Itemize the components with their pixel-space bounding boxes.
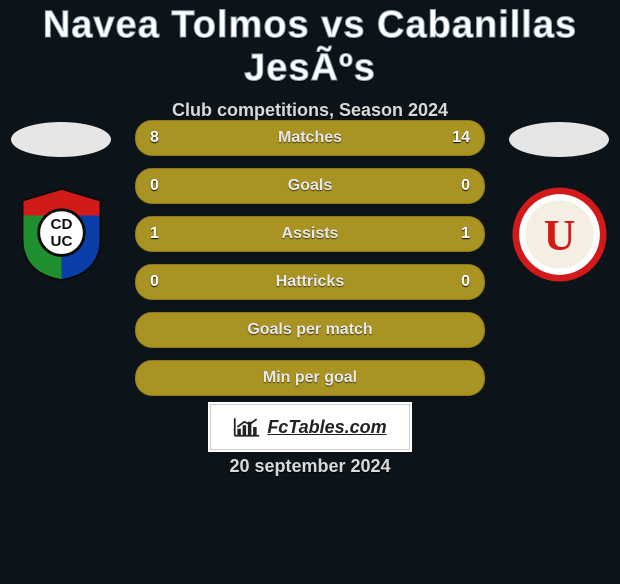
stat-left-value: 8 — [150, 121, 159, 155]
stat-bar-min-per-goal: Min per goal — [135, 360, 485, 396]
stat-bar-goals-per-match: Goals per match — [135, 312, 485, 348]
right-player-silhouette — [509, 122, 609, 157]
right-team-badge: U — [512, 187, 607, 282]
branding-text: FcTables.com — [267, 417, 386, 438]
stat-label: Goals per match — [247, 321, 372, 339]
left-player-column: CD UC — [1, 114, 121, 396]
shield-text-bottom: UC — [50, 233, 72, 250]
stat-right-value: 0 — [461, 265, 470, 299]
branding-link[interactable]: FcTables.com — [208, 402, 412, 452]
stat-bar-matches: 8 Matches 14 — [135, 120, 485, 156]
stat-left-value: 0 — [150, 265, 159, 299]
badge-letter: U — [543, 212, 575, 260]
left-team-badge: CD UC — [14, 187, 109, 282]
comparison-area: CD UC 8 Matches 14 0 Goals 0 1 Assists 1… — [0, 114, 620, 396]
stat-bar-goals: 0 Goals 0 — [135, 168, 485, 204]
stat-right-value: 0 — [461, 169, 470, 203]
stat-bar-hattricks: 0 Hattricks 0 — [135, 264, 485, 300]
date-label: 20 september 2024 — [0, 456, 620, 477]
shield-text-top: CD — [50, 216, 72, 233]
right-player-column: U — [499, 114, 619, 396]
stat-bar-assists: 1 Assists 1 — [135, 216, 485, 252]
stat-label: Hattricks — [276, 273, 344, 291]
stat-label: Min per goal — [263, 369, 357, 387]
stat-label: Matches — [278, 129, 342, 147]
stat-left-value: 0 — [150, 169, 159, 203]
branding-chart-icon — [233, 416, 261, 438]
stat-right-value: 14 — [452, 121, 470, 155]
page-title: Navea Tolmos vs Cabanillas JesÃºs — [0, 4, 620, 90]
stat-label: Goals — [288, 177, 332, 195]
stat-bars: 8 Matches 14 0 Goals 0 1 Assists 1 0 Hat… — [135, 120, 485, 396]
stat-right-value: 1 — [461, 217, 470, 251]
left-player-silhouette — [11, 122, 111, 157]
stat-label: Assists — [282, 225, 339, 243]
stat-left-value: 1 — [150, 217, 159, 251]
